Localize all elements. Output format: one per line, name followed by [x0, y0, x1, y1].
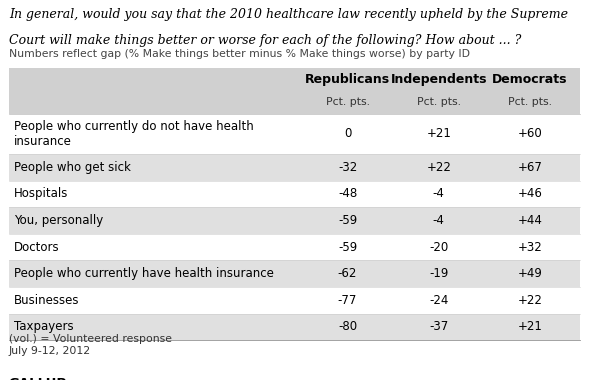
Text: -20: -20: [429, 241, 448, 253]
Text: GALLUP: GALLUP: [9, 377, 67, 380]
Text: People who get sick: People who get sick: [14, 161, 130, 174]
Text: -24: -24: [429, 294, 448, 307]
Text: Businesses: Businesses: [14, 294, 79, 307]
Text: -48: -48: [338, 187, 357, 200]
Text: July 9-12, 2012: July 9-12, 2012: [9, 346, 91, 356]
Text: -62: -62: [338, 267, 357, 280]
Text: +46: +46: [518, 187, 542, 200]
Bar: [9, 207, 580, 234]
Text: 0: 0: [344, 127, 351, 141]
Text: -37: -37: [429, 320, 448, 333]
Bar: [9, 260, 580, 287]
Text: -4: -4: [433, 187, 445, 200]
Bar: [9, 314, 580, 340]
Text: +44: +44: [518, 214, 542, 227]
Text: Hospitals: Hospitals: [14, 187, 68, 200]
Text: Court will make things better or worse for each of the following? How about ... : Court will make things better or worse f…: [9, 34, 521, 47]
Text: +49: +49: [518, 267, 542, 280]
Text: +60: +60: [518, 127, 542, 141]
Text: Numbers reflect gap (% Make things better minus % Make things worse) by party ID: Numbers reflect gap (% Make things bette…: [9, 49, 470, 59]
Text: +21: +21: [426, 127, 451, 141]
Text: People who currently do not have health
insurance: People who currently do not have health …: [14, 120, 253, 148]
Text: Doctors: Doctors: [14, 241, 59, 253]
Text: Pct. pts.: Pct. pts.: [326, 97, 369, 107]
Text: -80: -80: [338, 320, 357, 333]
Text: -77: -77: [338, 294, 357, 307]
Text: Democrats: Democrats: [492, 73, 568, 86]
Text: -32: -32: [338, 161, 357, 174]
Text: -59: -59: [338, 214, 357, 227]
Text: (vol.) = Volunteered response: (vol.) = Volunteered response: [9, 334, 172, 344]
Text: Taxpayers: Taxpayers: [14, 320, 73, 333]
Text: Pct. pts.: Pct. pts.: [508, 97, 552, 107]
Text: -4: -4: [433, 214, 445, 227]
Text: +21: +21: [518, 320, 542, 333]
Text: Independents: Independents: [391, 73, 487, 86]
Text: You, personally: You, personally: [14, 214, 103, 227]
Text: +32: +32: [518, 241, 542, 253]
Bar: [9, 154, 580, 180]
Text: People who currently have health insurance: People who currently have health insuran…: [14, 267, 273, 280]
Text: -59: -59: [338, 241, 357, 253]
Text: Republicans: Republicans: [305, 73, 390, 86]
Text: +22: +22: [518, 294, 542, 307]
Text: +22: +22: [426, 161, 451, 174]
Text: In general, would you say that the 2010 healthcare law recently upheld by the Su: In general, would you say that the 2010 …: [9, 8, 568, 21]
Text: +67: +67: [518, 161, 542, 174]
Bar: [9, 68, 580, 114]
Text: -19: -19: [429, 267, 448, 280]
Text: Pct. pts.: Pct. pts.: [417, 97, 461, 107]
